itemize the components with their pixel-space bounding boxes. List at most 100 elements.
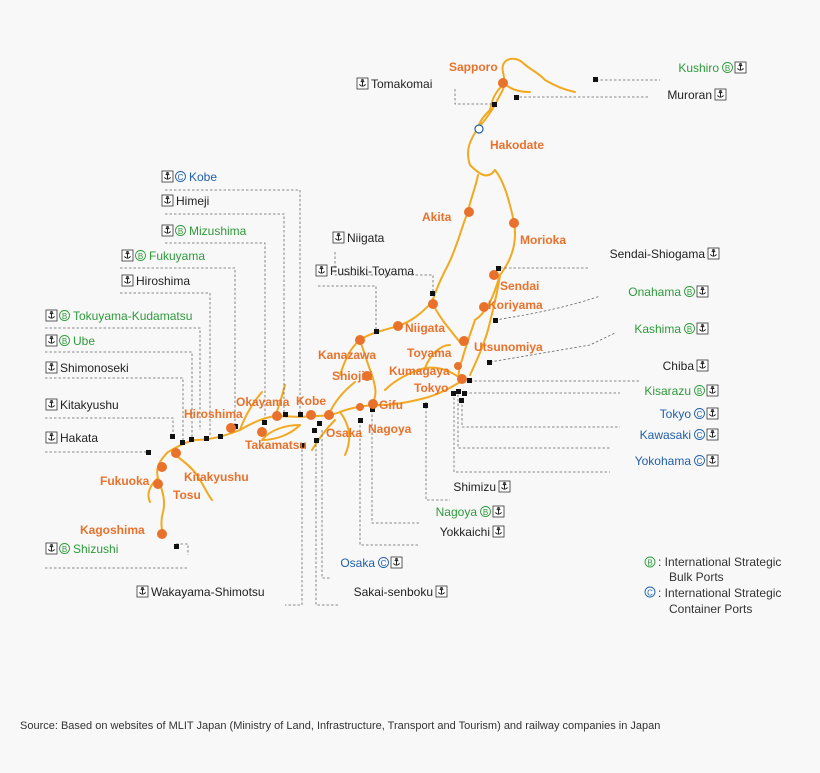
port-name-fukuyama: Fukuyama <box>149 249 205 263</box>
port-type-symbol: B <box>62 337 67 346</box>
port-label-kushiro: B Kushiro <box>678 61 747 75</box>
bulk-legend-line1: : International Strategic <box>658 555 781 569</box>
city-label-fukuoka: Fukuoka <box>100 474 150 488</box>
port-name-shizushi: Shizushi <box>73 542 118 556</box>
port-label-hiroshima: Hiroshima <box>121 274 190 288</box>
rail-network <box>147 57 576 536</box>
port-label-niigata: Niigata <box>332 231 385 245</box>
bulk-port-icon <box>684 286 695 297</box>
port-label-chiba: Chiba <box>663 359 709 373</box>
port-label-ube: B Ube <box>45 334 95 348</box>
container-port-icon <box>694 429 705 440</box>
port-label-nagoya: B Nagoya <box>436 505 505 519</box>
container-port-icon <box>694 455 705 466</box>
port-type-symbol: B <box>138 252 143 261</box>
leader-lines <box>45 79 660 606</box>
bulk-legend-line2: Bulk Ports <box>669 570 724 584</box>
city-label-koriyama: Koriyama <box>488 298 543 312</box>
port-name-shimizu: Shimizu <box>453 480 496 494</box>
city-label-tosu: Tosu <box>173 488 201 502</box>
source-note: Source: Based on websites of MLIT Japan … <box>20 720 660 732</box>
anchor-icon <box>706 454 719 467</box>
container-port-icon <box>175 171 186 182</box>
city-label-kobe: Kobe <box>296 394 326 408</box>
anchor-icon <box>734 61 747 74</box>
rail-ou <box>431 174 479 303</box>
anchor-icon <box>707 247 720 260</box>
port-label-kobe: C Kobe <box>161 170 217 184</box>
port-name-niigata: Niigata <box>347 231 385 245</box>
port-label-kisarazu: B Kisarazu <box>644 384 719 398</box>
port-name-osaka: Osaka <box>340 556 375 570</box>
city-label-kumagaya: Kumagaya <box>389 364 450 378</box>
anchor-icon <box>45 542 58 555</box>
anchor-icon <box>45 398 58 411</box>
container-legend-symbol: C <box>647 589 653 598</box>
port-label-sakai: Sakai-senboku <box>354 585 448 599</box>
port-label-himeji: Himeji <box>161 194 209 208</box>
anchor-icon <box>706 407 719 420</box>
city-label-hakodate: Hakodate <box>490 138 544 152</box>
anchor-icon <box>121 249 134 262</box>
container-legend-line2: Container Ports <box>669 602 752 616</box>
container-port-icon <box>378 557 389 568</box>
port-label-wakayama: Wakayama-Shimotsu <box>136 585 265 599</box>
port-name-kisarazu: Kisarazu <box>644 384 691 398</box>
port-name-wakayama: Wakayama-Shimotsu <box>151 585 265 599</box>
city-label-nagoya: Nagoya <box>368 422 412 436</box>
legend: B : International Strategic Bulk Ports C… <box>644 555 781 616</box>
anchor-icon <box>390 556 403 569</box>
port-name-sendai: Sendai-Shiogama <box>610 247 706 261</box>
city-label-niigata: Niigata <box>405 321 445 335</box>
port-type-symbol: C <box>697 457 703 466</box>
bulk-port-icon <box>722 62 733 73</box>
port-label-shimonoseki: Shimonoseki <box>45 361 129 375</box>
port-name-himeji: Himeji <box>176 194 209 208</box>
anchor-icon <box>45 334 58 347</box>
bulk-port-icon <box>59 310 70 321</box>
anchor-icon <box>696 285 709 298</box>
city-dots <box>153 78 519 539</box>
port-name-muroran: Muroran <box>667 88 712 102</box>
port-label-tomakomai: Tomakomai <box>356 77 432 91</box>
anchor-icon <box>161 170 174 183</box>
city-label-utsunomiya: Utsunomiya <box>474 340 543 354</box>
port-type-symbol: C <box>178 173 184 182</box>
bulk-legend-symbol: B <box>647 559 652 568</box>
port-type-symbol: C <box>381 559 387 568</box>
port-type-symbol: B <box>697 387 702 396</box>
port-name-kawasaki: Kawasaki <box>640 428 691 442</box>
port-name-nagoya: Nagoya <box>436 505 478 519</box>
port-name-tokyo: Tokyo <box>660 407 692 421</box>
port-name-hiroshima: Hiroshima <box>136 274 190 288</box>
city-label-shiojiri: Shiojiri <box>332 369 373 383</box>
port-name-mizushima: Mizushima <box>189 224 247 238</box>
anchor-icon <box>714 88 727 101</box>
port-name-fushiki: Fushiki-Toyama <box>330 264 414 278</box>
port-name-kushiro: Kushiro <box>678 61 719 75</box>
rail-shikoku <box>261 424 301 441</box>
port-type-symbol: C <box>697 410 703 419</box>
container-legend-line1: : International Strategic <box>658 586 781 600</box>
port-type-symbol: B <box>62 545 67 554</box>
city-label-sapporo: Sapporo <box>449 60 498 74</box>
container-legend-icon <box>644 586 656 598</box>
port-label-fushiki: Fushiki-Toyama <box>315 264 414 278</box>
city-label-kagoshima: Kagoshima <box>80 523 145 537</box>
port-label-fukuyama: B Fukuyama <box>121 249 205 263</box>
port-label-kashima: B Kashima <box>634 322 709 336</box>
rail-joban <box>469 274 501 376</box>
port-name-ube: Ube <box>73 334 95 348</box>
anchor-icon <box>161 224 174 237</box>
container-port-icon <box>694 408 705 419</box>
port-type-symbol: B <box>687 288 692 297</box>
bulk-port-icon <box>59 543 70 554</box>
port-label-tokuyama: B Tokuyama-Kudamatsu <box>45 309 192 323</box>
port-name-kashima: Kashima <box>634 322 681 336</box>
city-label-toyama: Toyama <box>407 346 452 360</box>
port-label-shizushi: B Shizushi <box>45 542 118 556</box>
port-label-tokyo: C Tokyo <box>660 407 719 421</box>
port-type-symbol: B <box>62 312 67 321</box>
anchor-icon <box>315 264 328 277</box>
